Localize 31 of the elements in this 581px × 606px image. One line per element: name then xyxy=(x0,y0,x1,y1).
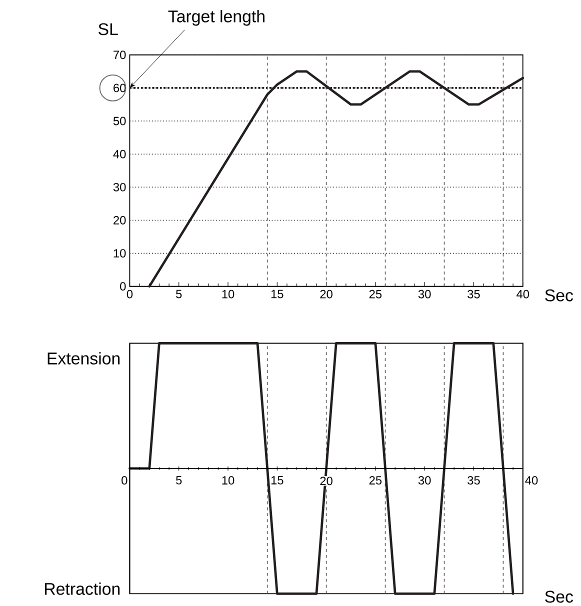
x-tick-label: 25 xyxy=(370,290,382,298)
y-tick-label: 60 xyxy=(114,84,126,92)
y-tick-label: 40 xyxy=(113,150,126,158)
x-tick-label: 30 xyxy=(418,290,431,298)
x-tick-label: 5 xyxy=(176,476,182,484)
y-tick-label: 70 xyxy=(114,50,126,60)
x-tick-label: 5 xyxy=(176,290,182,298)
x-tick-label: 10 xyxy=(222,476,234,485)
x-tick-label: 40 xyxy=(525,476,538,485)
x-axis-title: Sec xyxy=(545,590,574,603)
x-tick-label: 40 xyxy=(516,290,530,298)
y-tick-label: 10 xyxy=(114,249,126,258)
x-tick-label: 35 xyxy=(468,290,480,298)
x-tick-label: 20 xyxy=(320,290,333,298)
x-tick-label: 20 xyxy=(320,476,333,486)
x-axis-title: Sec xyxy=(545,289,574,302)
y-tick-label: 20 xyxy=(114,216,126,224)
y-tick-label: 0 xyxy=(120,282,126,291)
x-tick-label: 0 xyxy=(126,290,133,298)
x-tick-label: 30 xyxy=(418,476,431,485)
y-axis-title: SL xyxy=(98,23,118,36)
x-tick-label: 15 xyxy=(272,476,284,484)
x-tick-label: 15 xyxy=(272,290,284,298)
y-tick-label: 50 xyxy=(114,116,126,126)
y-tick-label: 30 xyxy=(114,182,126,192)
x-tick-label: 35 xyxy=(468,476,480,485)
x-tick-label: 25 xyxy=(370,476,382,485)
text: Extension xyxy=(48,352,120,364)
annotation: Target length xyxy=(168,10,265,26)
text: Retraction xyxy=(45,582,120,595)
x-tick-label: 10 xyxy=(222,290,234,298)
